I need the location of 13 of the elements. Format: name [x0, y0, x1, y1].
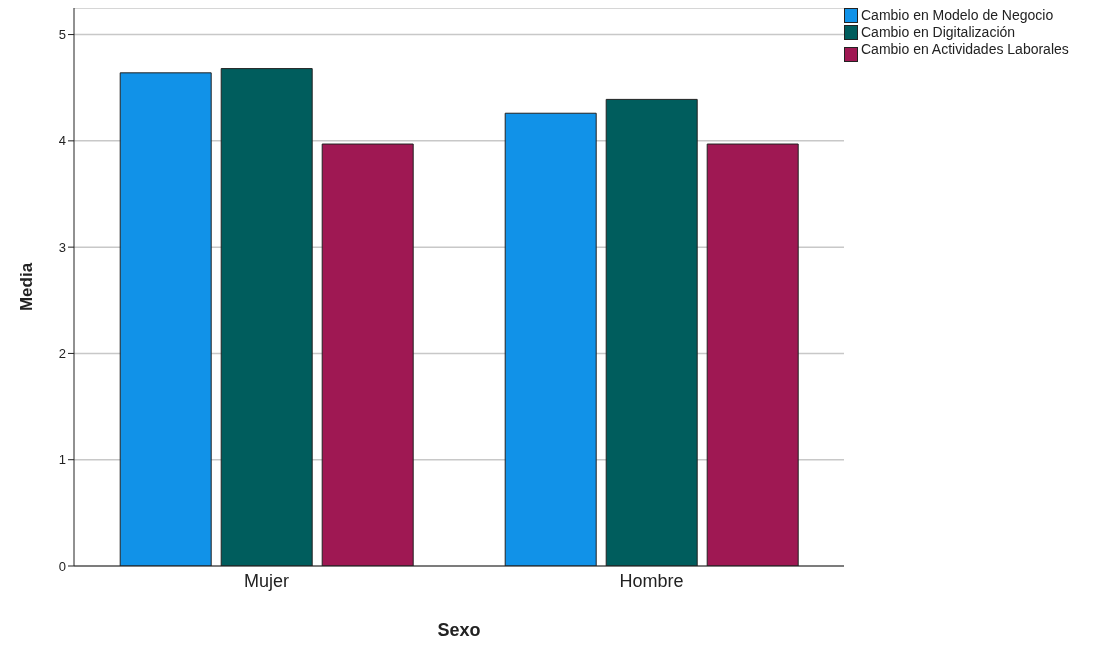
legend-label: Cambio en Digitalización — [861, 24, 1016, 40]
legend-label: Cambio en Modelo de Negocio — [861, 7, 1054, 23]
y-tick-label: 1 — [58, 452, 66, 468]
y-tick-label: 4 — [58, 133, 66, 149]
y-tick-label: 0 — [58, 558, 66, 574]
y-axis-title: Media — [17, 262, 37, 312]
y-tick-label: 5 — [58, 27, 66, 43]
legend-label: Cambio en Actividades Laborales — [861, 41, 1069, 57]
y-tick-label: 3 — [58, 239, 66, 255]
x-axis-title: Sexo — [437, 620, 481, 640]
x-tick-label: Hombre — [619, 570, 684, 591]
y-tick-label: 2 — [58, 346, 66, 362]
x-tick-label: Mujer — [243, 570, 290, 591]
